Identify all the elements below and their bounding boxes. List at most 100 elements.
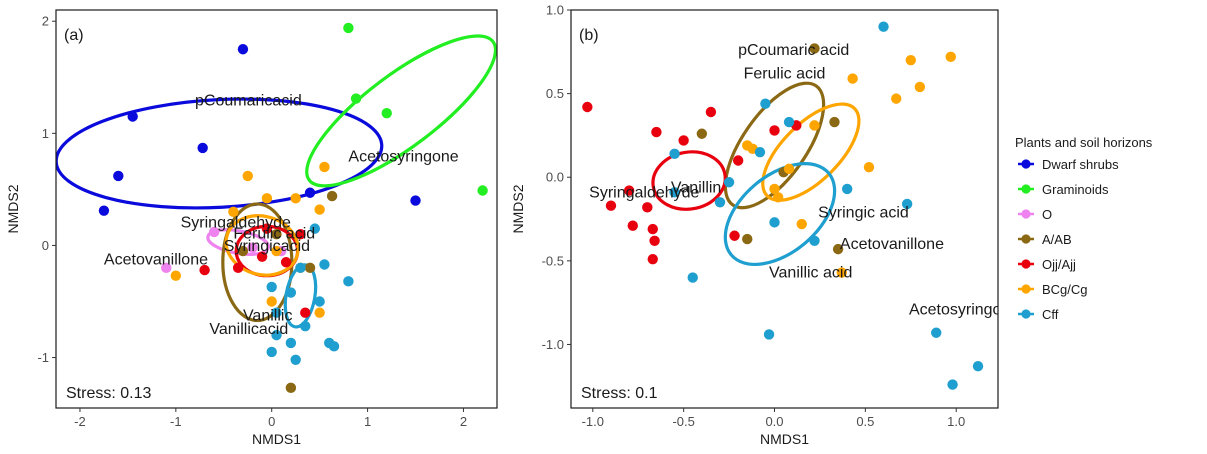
- point-bcg-cg: [314, 308, 324, 318]
- point-cff: [784, 117, 794, 127]
- y-tick-label: 2: [42, 14, 49, 29]
- legend-key-dot: [1021, 259, 1030, 268]
- point-cff: [319, 259, 329, 269]
- point-cff: [329, 341, 339, 351]
- legend-key-dot: [1021, 184, 1030, 193]
- point-ojj-ajj: [582, 102, 592, 112]
- y-tick-label: 0: [42, 238, 49, 253]
- point-dwarf-shrubs: [410, 195, 420, 205]
- point-ojj-ajj: [649, 236, 659, 246]
- legend-item-label: Graminoids: [1042, 182, 1109, 197]
- point-dwarf-shrubs: [99, 205, 109, 215]
- vector-label: Syringicacid: [224, 238, 310, 255]
- point-ojj-ajj: [769, 125, 779, 135]
- point-cff: [290, 355, 300, 365]
- x-tick-label: -0.5: [672, 414, 694, 429]
- point-cff: [688, 272, 698, 282]
- point-cff: [931, 328, 941, 338]
- point-ojj-ajj: [233, 263, 243, 273]
- point-bcg-cg: [906, 55, 916, 65]
- point-bcg-cg: [864, 162, 874, 172]
- point-bcg-cg: [809, 120, 819, 130]
- point-bcg-cg: [784, 164, 794, 174]
- legend-key-dot: [1021, 234, 1030, 243]
- point-bcg-cg: [319, 162, 329, 172]
- point-ojj-ajj: [729, 231, 739, 241]
- point-a-ab: [286, 383, 296, 393]
- y-tick-label: -1: [37, 350, 49, 365]
- panel-a: pCoumaricacidAcetosyringoneSyringaldehyd…: [5, 10, 515, 447]
- vector-label: Vanillicacid: [209, 321, 288, 338]
- y-axis-title: NMDS2: [5, 184, 21, 233]
- point-a-ab: [305, 263, 315, 273]
- point-cff: [809, 236, 819, 246]
- point-ojj-ajj: [300, 308, 310, 318]
- vector-label: Acetovanillone: [840, 236, 944, 253]
- y-tick-label: 1: [42, 126, 49, 141]
- point-bcg-cg: [915, 82, 925, 92]
- point-ojj-ajj: [281, 257, 291, 267]
- point-cff: [669, 149, 679, 159]
- point-bcg-cg: [262, 193, 272, 203]
- x-tick-label: -1: [170, 414, 182, 429]
- point-cff: [300, 321, 310, 331]
- point-ojj-ajj: [648, 254, 658, 264]
- x-tick-label: 2: [460, 414, 467, 429]
- point-bcg-cg: [797, 219, 807, 229]
- point-ojj-ajj: [648, 224, 658, 234]
- point-cff: [343, 276, 353, 286]
- point-a-ab: [742, 234, 752, 244]
- point-bcg-cg: [290, 193, 300, 203]
- vector-label: Ferulic acid: [744, 66, 826, 83]
- legend: Plants and soil horizons Dwarf shrubs Gra…: [1015, 135, 1153, 322]
- point-dwarf-shrubs: [238, 44, 248, 54]
- point-bcg-cg: [314, 204, 324, 214]
- point-cff: [267, 347, 277, 357]
- point-cff: [878, 22, 888, 32]
- x-tick-label: -2: [74, 414, 86, 429]
- point-graminoids: [343, 23, 353, 33]
- point-bcg-cg: [243, 171, 253, 181]
- point-bcg-cg: [946, 52, 956, 62]
- vector-label: Syringic acid: [818, 204, 909, 221]
- point-a-ab: [829, 117, 839, 127]
- vector-label: Acetosyringone: [909, 301, 1019, 318]
- point-cff: [286, 287, 296, 297]
- y-tick-label: 0.5: [546, 86, 564, 101]
- y-tick-label: 0.0: [546, 170, 564, 185]
- legend-key-dot: [1021, 284, 1030, 293]
- point-graminoids: [382, 108, 392, 118]
- point-a-ab: [697, 129, 707, 139]
- point-cff: [973, 361, 983, 371]
- point-graminoids: [477, 185, 487, 195]
- x-tick-label: -1.0: [582, 414, 604, 429]
- vector-label: pCoumaricacid: [195, 92, 302, 109]
- legend-title: Plants and soil horizons: [1015, 135, 1153, 150]
- point-bcg-cg: [847, 73, 857, 83]
- point-bcg-cg: [171, 271, 181, 281]
- point-cff: [295, 263, 305, 273]
- legend-item-label: Cff: [1042, 307, 1059, 322]
- stress-label: Stress: 0.1: [581, 385, 658, 402]
- panel-label: (b): [579, 27, 599, 44]
- x-axis-title: NMDS1: [252, 431, 301, 447]
- plot-area: pCoumaricacid Acetosyringone Syringaldehyd…: [53, 13, 514, 393]
- y-tick-label: 1.0: [546, 3, 564, 18]
- vector-label: Acetosyringone: [348, 148, 458, 165]
- legend-key-dot: [1021, 309, 1030, 318]
- point-ojj-ajj: [651, 127, 661, 137]
- point-dwarf-shrubs: [113, 171, 123, 181]
- legend-item-label: BCg/Cg: [1042, 282, 1088, 297]
- legend-item-label: Dwarf shrubs: [1042, 157, 1119, 172]
- panel-label: (a): [64, 27, 84, 44]
- point-bcg-cg: [773, 192, 783, 202]
- vector-label: Acetovanillone: [104, 251, 208, 268]
- y-axis-title: NMDS2: [510, 184, 526, 233]
- point-cff: [724, 177, 734, 187]
- panel-b: pCoumaric acidFerulic acidVanillinSyring…: [510, 3, 1019, 448]
- point-ojj-ajj: [733, 155, 743, 165]
- legend-item-label: O: [1042, 207, 1052, 222]
- point-ojj-ajj: [606, 200, 616, 210]
- legend-item-label: A/AB: [1042, 232, 1072, 247]
